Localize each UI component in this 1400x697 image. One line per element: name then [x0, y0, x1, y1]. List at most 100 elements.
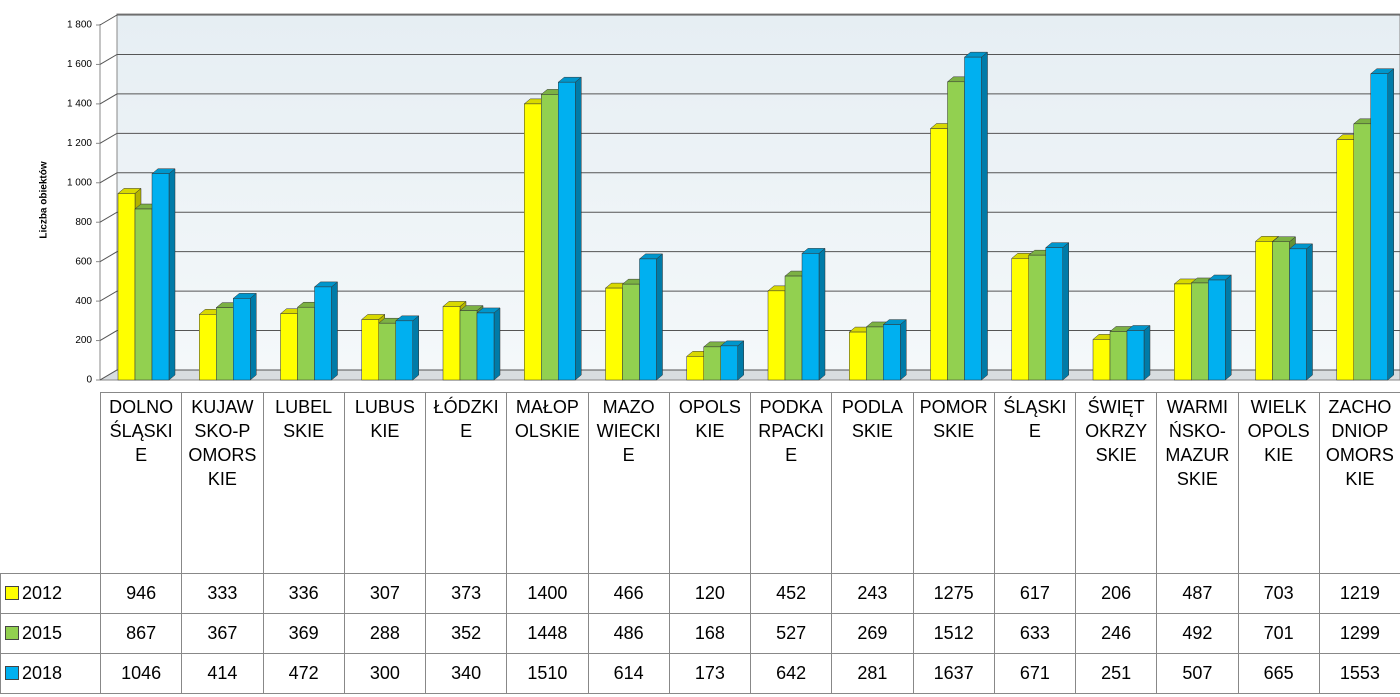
value-cell: 173: [668, 653, 752, 694]
x-tick-label: DOLNOŚLĄSKIE: [99, 392, 183, 574]
series-row: 2012 946 333 336 307 373 1400 466 120 452 243 1275 6…: [0, 573, 1400, 614]
value-cell: 333: [181, 573, 264, 614]
bar: [216, 307, 234, 381]
bar: [151, 173, 170, 381]
bar-side: [331, 281, 338, 381]
value-cell: 1275: [912, 573, 995, 614]
bar: [1011, 258, 1029, 381]
value-cell: 633: [993, 613, 1077, 654]
bar: [117, 193, 136, 381]
value-cell: 1219: [1318, 573, 1400, 614]
value-cell: 1046: [99, 653, 183, 694]
legend-swatch: [5, 666, 19, 680]
value-cell: 466: [587, 573, 670, 614]
value-cell: 206: [1074, 573, 1158, 614]
bar: [866, 326, 884, 381]
bar: [639, 258, 657, 381]
value-cell: 367: [181, 613, 264, 654]
legend-swatch: [5, 626, 19, 640]
x-tick-label: PODKARPACKIE: [749, 392, 833, 574]
value-cell: 487: [1156, 573, 1239, 614]
legend-entry: 2018: [0, 653, 101, 694]
x-tick-label: LUBUSKIE: [343, 392, 427, 574]
value-cell: 671: [993, 653, 1077, 694]
bar: [767, 290, 786, 381]
bar: [1370, 73, 1388, 381]
value-cell: 281: [831, 653, 914, 694]
x-tick-label: ŁÓDZKIE: [424, 392, 508, 574]
data-table: DOLNOŚLĄSKIE KUJAWSKO-POMORSKIE LUBELSKIE L…: [0, 392, 1400, 694]
x-tick-label: ŚWIĘTOKRZYSKIE: [1074, 392, 1158, 574]
legend-swatch: [5, 586, 19, 600]
corner: [1, 393, 101, 574]
legend-entry: 2015: [0, 613, 101, 654]
y-tick-label: 1 200: [67, 138, 92, 149]
value-cell: 414: [181, 653, 264, 694]
bar-side: [818, 247, 826, 381]
value-cell: 1637: [912, 653, 995, 694]
bar-side: [1387, 68, 1394, 381]
value-cell: 1553: [1318, 653, 1400, 694]
bar: [395, 320, 413, 381]
value-cell: 336: [262, 573, 345, 614]
bar: [541, 94, 559, 381]
bar: [361, 319, 379, 381]
y-tick-label: 1 600: [67, 59, 92, 70]
bar-side: [168, 168, 176, 381]
bar: [1174, 283, 1192, 381]
legend-entry: 2012: [0, 573, 101, 614]
bar-side: [656, 253, 663, 381]
y-tick-label: 200: [75, 335, 92, 346]
x-tick-label: MAŁOPOLSKIE: [506, 392, 589, 574]
value-cell: 617: [993, 573, 1077, 614]
x-tick-label: WIELKOPOLSKIE: [1237, 392, 1320, 574]
legend-label: 2018: [22, 663, 63, 683]
value-cell: 1400: [506, 573, 589, 614]
bar: [1289, 248, 1307, 381]
bar: [1255, 241, 1273, 381]
bar: [1126, 330, 1145, 381]
bar: [1272, 241, 1290, 381]
bar: [1109, 331, 1128, 381]
bar: [378, 322, 396, 381]
bar: [883, 324, 901, 381]
value-cell: 243: [831, 573, 914, 614]
value-cell: 946: [99, 573, 183, 614]
bar: [314, 286, 332, 381]
bar: [476, 312, 495, 381]
value-cell: 492: [1156, 613, 1239, 654]
bar-side: [1225, 274, 1232, 381]
y-axis-label: Liczba obiektów: [39, 161, 50, 238]
bar: [558, 81, 576, 381]
bar: [134, 208, 153, 381]
bar-side: [1062, 242, 1069, 381]
chart: Liczba obiektów 0 200 400 600 800 1 000 1 200 1…: [39, 13, 1400, 386]
value-cell: 1448: [506, 613, 589, 654]
bar-side: [900, 319, 907, 381]
x-tick-label: PODLASKIE: [831, 392, 914, 574]
value-cell: 1299: [1318, 613, 1400, 654]
bar: [964, 56, 982, 381]
bar: [1028, 254, 1046, 381]
value-cell: 642: [749, 653, 833, 694]
value-cell: 373: [424, 573, 508, 614]
y-tick-label: 400: [75, 296, 92, 307]
bar: [1191, 282, 1209, 381]
bar: [459, 310, 478, 381]
y-tick-label: 1 000: [67, 177, 92, 188]
bar-side: [493, 307, 501, 381]
bar: [849, 331, 867, 381]
value-cell: 269: [831, 613, 914, 654]
bar: [720, 345, 738, 381]
x-tick-label: WARMIŃSKO-MAZURSKIE: [1156, 392, 1239, 574]
value-cell: 472: [262, 653, 345, 694]
bar: [280, 313, 298, 381]
bar: [1045, 247, 1063, 381]
y-tick-label: 600: [75, 256, 92, 267]
bar: [801, 253, 820, 381]
x-tick-label: POMORSKIE: [912, 392, 995, 574]
x-tick-label: ŚLĄSKIE: [993, 392, 1077, 574]
bar-side: [737, 340, 744, 381]
y-tick-label: 1 800: [67, 20, 92, 31]
